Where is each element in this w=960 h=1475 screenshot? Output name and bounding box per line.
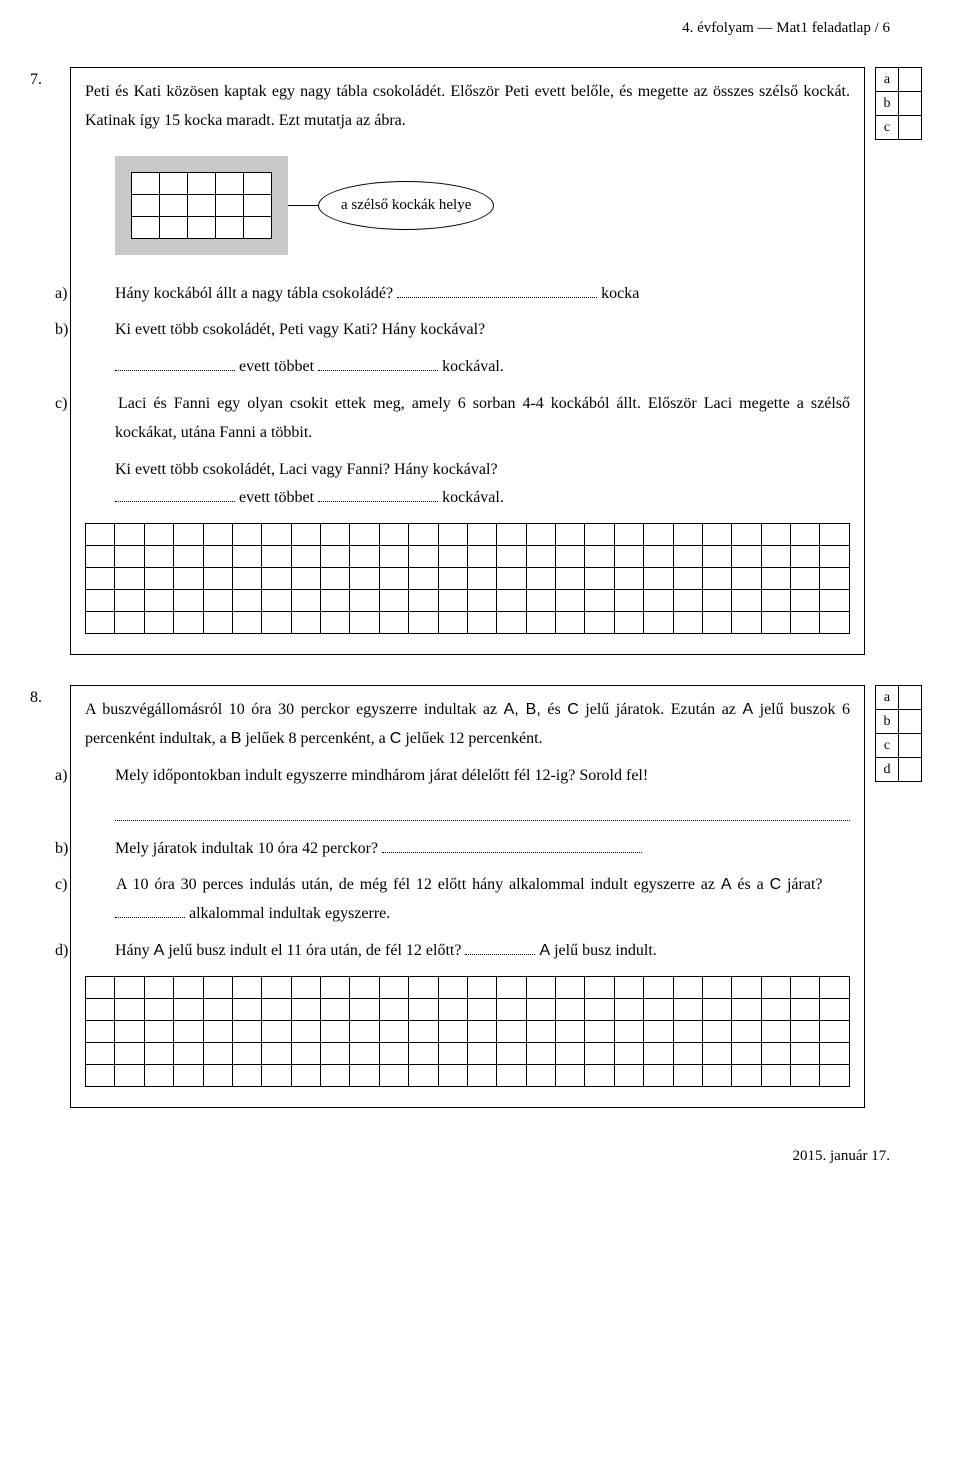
- task-7b-blank2[interactable]: [318, 357, 438, 371]
- score-row: a: [875, 67, 930, 91]
- t8-abc4: B: [231, 730, 242, 747]
- task-7b-blank1[interactable]: [115, 357, 235, 371]
- task-8c-label: c): [85, 871, 111, 900]
- task-8b-label: b): [85, 835, 111, 864]
- task-8-body: A buszvégállomásról 10 óra 30 perckor eg…: [70, 685, 865, 1108]
- task-8c-blank[interactable]: [115, 904, 185, 918]
- task-7c-label: c): [85, 390, 111, 419]
- t8-i2: jelű járatok. Ezután az: [579, 701, 743, 718]
- t8-i4: jelűek 8 percenként, a: [241, 730, 389, 747]
- task-7c-ans1: evett többet: [239, 489, 314, 506]
- t8c-text2: járat?: [781, 876, 822, 893]
- t8-abc1: A, B,: [504, 701, 541, 718]
- task-8d-text: Hány: [115, 942, 154, 959]
- callout-bubble: a szélső kockák helye: [318, 181, 494, 230]
- task-8d-ans: jelű busz indult.: [550, 942, 657, 959]
- task-8b-text: Mely járatok indultak 10 óra 42 perckor?: [115, 840, 378, 857]
- task-8a: a) Mely időpontokban indult egyszerre mi…: [85, 762, 850, 791]
- t8d-a2: A: [539, 942, 550, 959]
- task-7: 7. Peti és Kati közösen kaptak egy nagy …: [30, 67, 930, 655]
- task-7-body: Peti és Kati közösen kaptak egy nagy táb…: [70, 67, 865, 655]
- page-footer: 2015. január 17.: [30, 1148, 930, 1165]
- score-label: b: [875, 91, 899, 116]
- task-8c-text: A 10 óra 30 perces indulás után, de még …: [116, 876, 721, 893]
- score-row: d: [875, 757, 930, 781]
- score-row: c: [875, 733, 930, 757]
- task-8d-blank[interactable]: [465, 941, 535, 955]
- t8c-and: és a: [732, 876, 770, 893]
- task-7-number: 7.: [30, 67, 60, 89]
- task-7b: b) Ki evett több csokoládét, Peti vagy K…: [85, 316, 850, 345]
- task-7b-label: b): [85, 316, 111, 345]
- task-8-number: 8.: [30, 685, 60, 707]
- choco-figure: a szélső kockák helye: [115, 156, 850, 255]
- score-label: d: [875, 757, 899, 782]
- score-box[interactable]: [898, 757, 922, 782]
- score-box[interactable]: [898, 115, 922, 140]
- task-8-work-grid[interactable]: [85, 976, 850, 1087]
- task-7c-q: Ki evett több csokoládét, Laci vagy Fann…: [115, 456, 850, 485]
- score-label: a: [875, 67, 899, 92]
- score-box[interactable]: [898, 685, 922, 710]
- choco-grid: [131, 172, 272, 239]
- task-7a-suffix: kocka: [601, 285, 639, 302]
- task-7-intro: Peti és Kati közösen kaptak egy nagy táb…: [85, 78, 850, 136]
- t8-mid: és: [541, 701, 567, 718]
- callout-pointer: [288, 205, 320, 206]
- task-8a-text: Mely időpontokban indult egyszerre mindh…: [115, 767, 648, 784]
- task-7a: a) Hány kockából állt a nagy tábla csoko…: [85, 280, 850, 309]
- task-7c-answer: evett többet kockával.: [115, 484, 850, 513]
- task-8d-text2: jelű busz indult el 11 óra után, de fél …: [164, 942, 461, 959]
- task-7c: c) Laci és Fanni egy olyan csokit ettek …: [85, 390, 850, 448]
- task-7a-text: Hány kockából állt a nagy tábla csokolád…: [115, 285, 393, 302]
- task-7c-ans2: kockával.: [442, 489, 504, 506]
- t8d-a: A: [154, 942, 165, 959]
- task-8a-label: a): [85, 762, 111, 791]
- task-7c-blank2[interactable]: [318, 488, 438, 502]
- task-8c-ans: alkalommal indultak egyszerre.: [189, 905, 390, 922]
- t8c-c: C: [770, 876, 782, 893]
- page-header: 4. évfolyam — Mat1 feladatlap / 6: [30, 20, 930, 37]
- score-row: b: [875, 709, 930, 733]
- t8-i1: A buszvégállomásról 10 óra 30 perckor eg…: [85, 701, 504, 718]
- task-8a-blank[interactable]: [115, 805, 850, 821]
- score-row: a: [875, 685, 930, 709]
- task-8b: b) Mely járatok indultak 10 óra 42 perck…: [85, 835, 850, 864]
- score-label: a: [875, 685, 899, 710]
- score-label: b: [875, 709, 899, 734]
- score-row: c: [875, 115, 930, 139]
- task-8: 8. A buszvégállomásról 10 óra 30 perckor…: [30, 685, 930, 1108]
- task-8d: d) Hány A jelű busz indult el 11 óra utá…: [85, 937, 850, 966]
- score-box[interactable]: [898, 709, 922, 734]
- task-7-score: abc: [875, 67, 930, 139]
- task-7c-text1: Laci és Fanni egy olyan csokit ettek meg…: [115, 395, 850, 441]
- t8-abc5: C: [390, 730, 402, 747]
- score-box[interactable]: [898, 67, 922, 92]
- task-8b-blank[interactable]: [382, 838, 642, 852]
- t8c-a: A: [721, 876, 732, 893]
- task-7a-blank[interactable]: [397, 283, 597, 297]
- choco-frame: [115, 156, 288, 255]
- task-7-work-grid[interactable]: [85, 523, 850, 634]
- task-8-intro: A buszvégállomásról 10 óra 30 perckor eg…: [85, 696, 850, 754]
- task-8c: c) A 10 óra 30 perces indulás után, de m…: [85, 871, 850, 929]
- score-box[interactable]: [898, 91, 922, 116]
- score-box[interactable]: [898, 733, 922, 758]
- task-7a-label: a): [85, 280, 111, 309]
- choco-callout: a szélső kockák helye: [318, 181, 494, 230]
- task-8-score: abcd: [875, 685, 930, 781]
- task-7b-ans2: kockával.: [442, 358, 504, 375]
- task-7b-text: Ki evett több csokoládét, Peti vagy Kati…: [115, 321, 485, 338]
- score-label: c: [875, 733, 899, 758]
- score-row: b: [875, 91, 930, 115]
- t8-i5: jelűek 12 percenként.: [401, 730, 542, 747]
- task-7c-blank1[interactable]: [115, 488, 235, 502]
- t8-abc3: A: [742, 701, 753, 718]
- score-label: c: [875, 115, 899, 140]
- t8-abc2: C: [567, 701, 579, 718]
- task-7b-answer: evett többet kockával.: [115, 353, 850, 382]
- task-7b-ans1: evett többet: [239, 358, 314, 375]
- task-8d-label: d): [85, 937, 111, 966]
